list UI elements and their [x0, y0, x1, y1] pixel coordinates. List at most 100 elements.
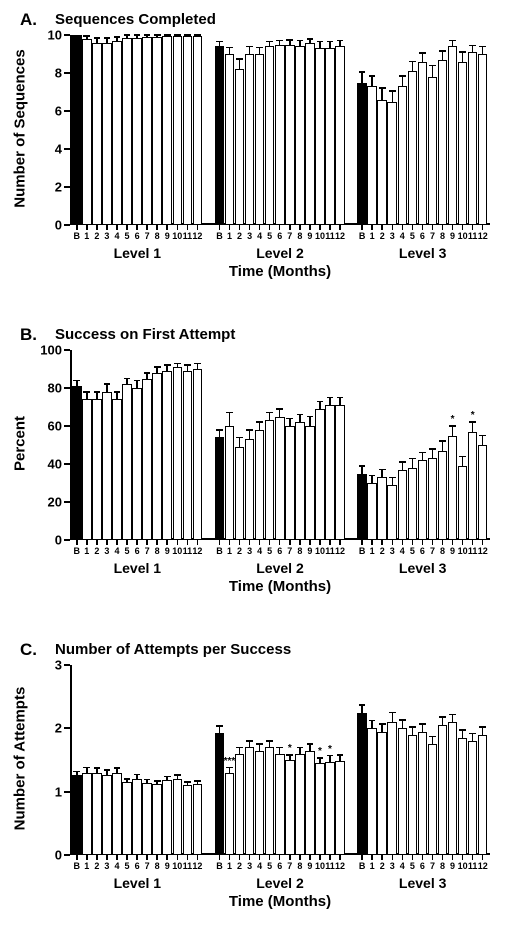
- x-tick-label: 2: [237, 861, 242, 871]
- x-tick: [361, 225, 363, 230]
- error-cap: [459, 51, 466, 53]
- bar: [225, 426, 235, 540]
- error-bar: [412, 62, 414, 72]
- significance-marker: *: [328, 744, 332, 755]
- error-cap: [317, 401, 324, 403]
- error-cap: [134, 380, 141, 382]
- x-tick: [219, 225, 221, 230]
- x-tick-label: 5: [410, 546, 415, 556]
- x-tick: [156, 540, 158, 545]
- x-tick: [339, 855, 341, 860]
- x-tick-label: 11: [183, 546, 193, 556]
- x-tick-label: 6: [277, 231, 282, 241]
- x-tick: [187, 855, 189, 860]
- bar: [122, 384, 132, 540]
- x-tick-label: 4: [114, 861, 119, 871]
- x-tick-label: 7: [430, 861, 435, 871]
- x-tick-label: 12: [335, 861, 345, 871]
- error-cap: [216, 41, 223, 43]
- x-tick-label: 6: [277, 546, 282, 556]
- x-tick-label: 2: [380, 546, 385, 556]
- x-tick: [381, 540, 383, 545]
- x-tick: [279, 540, 281, 545]
- x-tick-label: 1: [370, 861, 375, 871]
- bar: [418, 62, 428, 225]
- error-cap: [359, 465, 366, 467]
- x-tick: [299, 540, 301, 545]
- error-cap: [124, 378, 131, 380]
- y-tick-label: 0: [30, 218, 62, 233]
- x-tick: [381, 855, 383, 860]
- bar: [152, 784, 162, 855]
- y-axis-label-A: Number of Sequences: [12, 34, 29, 224]
- group-label: Level 3: [399, 875, 446, 891]
- error-bar: [412, 458, 414, 468]
- bar: [142, 783, 152, 855]
- x-tick: [422, 540, 424, 545]
- bar: [173, 36, 183, 225]
- bar: [367, 483, 377, 540]
- x-tick-label: B: [74, 861, 81, 871]
- y-tick: [64, 349, 70, 351]
- x-tick: [197, 540, 199, 545]
- x-tick-label: 5: [125, 231, 130, 241]
- bar: [438, 451, 448, 540]
- x-tick-label: 4: [400, 231, 405, 241]
- error-bar: [402, 462, 404, 470]
- error-cap: [124, 778, 131, 780]
- error-cap: [429, 448, 436, 450]
- error-cap: [164, 776, 171, 778]
- bar: [448, 722, 458, 855]
- bar: [215, 733, 225, 855]
- x-tick: [239, 540, 241, 545]
- error-bar: [412, 727, 414, 735]
- x-tick: [309, 225, 311, 230]
- bar: [295, 46, 305, 225]
- error-bar: [279, 747, 281, 753]
- x-tick-label: B: [359, 546, 366, 556]
- y-tick-label: 60: [30, 419, 62, 434]
- x-tick-label: 9: [165, 861, 170, 871]
- x-tick-label: 11: [183, 231, 193, 241]
- x-tick: [462, 855, 464, 860]
- bar: [142, 379, 152, 541]
- error-cap: [409, 458, 416, 460]
- x-tick: [412, 225, 414, 230]
- x-axis-title-A: Time (Months): [220, 263, 340, 280]
- error-cap: [194, 780, 201, 782]
- x-tick: [361, 540, 363, 545]
- x-tick-label: 12: [192, 231, 202, 241]
- bar: [142, 37, 152, 225]
- x-tick: [371, 540, 373, 545]
- bar: [275, 417, 285, 541]
- x-tick: [279, 855, 281, 860]
- bar: [275, 754, 285, 855]
- x-tick-label: 3: [104, 546, 109, 556]
- error-cap: [104, 37, 111, 39]
- x-tick: [76, 855, 78, 860]
- x-tick: [146, 225, 148, 230]
- plot-B: B123456789101112Level 1B123456789101112L…: [70, 350, 490, 540]
- x-tick: [259, 225, 261, 230]
- bar: [357, 713, 367, 856]
- bar: [265, 420, 275, 540]
- error-cap: [469, 733, 476, 735]
- error-cap: [276, 408, 283, 410]
- x-tick: [219, 540, 221, 545]
- bar: [245, 54, 255, 225]
- x-tick: [219, 855, 221, 860]
- y-tick-label: 8: [30, 66, 62, 81]
- error-bar: [462, 456, 464, 466]
- x-tick-label: 7: [145, 231, 150, 241]
- error-cap: [73, 771, 80, 773]
- x-tick-label: 12: [478, 231, 488, 241]
- bar: [315, 48, 325, 225]
- error-cap: [317, 757, 324, 759]
- error-cap: [104, 769, 111, 771]
- y-tick-label: 10: [30, 28, 62, 43]
- bar: [235, 447, 245, 540]
- error-bar: [462, 52, 464, 62]
- error-cap: [429, 736, 436, 738]
- x-tick-label: 12: [335, 546, 345, 556]
- x-tick-label: 7: [145, 546, 150, 556]
